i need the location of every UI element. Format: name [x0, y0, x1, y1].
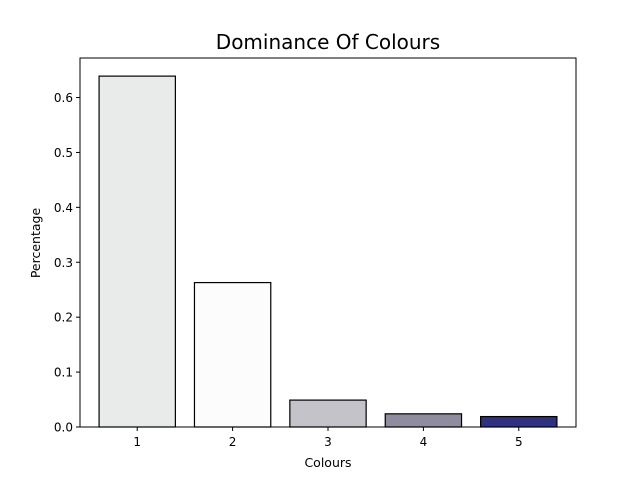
chart-title: Dominance Of Colours — [216, 30, 440, 54]
bar-2 — [193, 281, 272, 428]
x-tick-label: 1 — [133, 435, 141, 449]
y-axis-title: Percentage — [28, 208, 43, 279]
x-axis-ticks: 1 2 3 4 5 — [133, 427, 523, 449]
bars-group — [98, 75, 558, 428]
y-tick-label: 0.4 — [54, 201, 73, 215]
plot-frame — [79, 57, 577, 428]
y-tick-label: 0.3 — [54, 256, 73, 270]
x-tick-label: 5 — [515, 435, 523, 449]
y-tick-label: 0.1 — [54, 366, 73, 380]
bar-5 — [480, 415, 558, 428]
bar-4 — [384, 413, 463, 428]
y-tick-label: 0.0 — [54, 421, 73, 435]
x-axis-title: Colours — [304, 455, 351, 470]
bar-3 — [289, 399, 367, 428]
y-tick-label: 0.2 — [54, 311, 73, 325]
x-tick-label: 3 — [324, 435, 332, 449]
x-tick-label: 4 — [420, 435, 428, 449]
y-axis-ticks: 0.0 0.1 0.2 0.3 0.4 0.5 0.6 — [54, 91, 80, 435]
y-tick-label: 0.6 — [54, 91, 73, 105]
bar-1 — [98, 75, 176, 428]
y-tick-label: 0.5 — [54, 146, 73, 160]
x-tick-label: 2 — [229, 435, 237, 449]
